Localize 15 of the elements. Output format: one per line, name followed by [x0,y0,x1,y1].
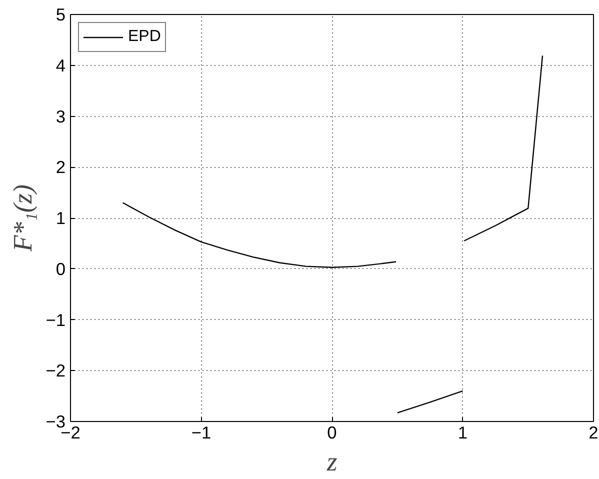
y-tick-label: 3 [56,106,66,126]
y-tick-label: 4 [56,55,66,76]
x-axis-title: z [326,446,338,476]
x-tick-label: 2 [588,422,598,442]
x-tick-label: 1 [458,422,468,442]
x-tick-label: 0 [327,422,337,442]
y-tick-label: −1 [46,310,66,330]
y-tick-label: 5 [56,4,66,24]
y-tick-label: 2 [56,157,66,178]
x-tick-label: −1 [191,422,212,442]
legend-label: EPD [128,28,161,46]
y-axis-title: F*₁(z) [8,184,38,253]
y-tick-label: 0 [56,258,66,279]
y-tick-label: 1 [56,208,66,228]
y-tick-label: −2 [46,360,66,381]
